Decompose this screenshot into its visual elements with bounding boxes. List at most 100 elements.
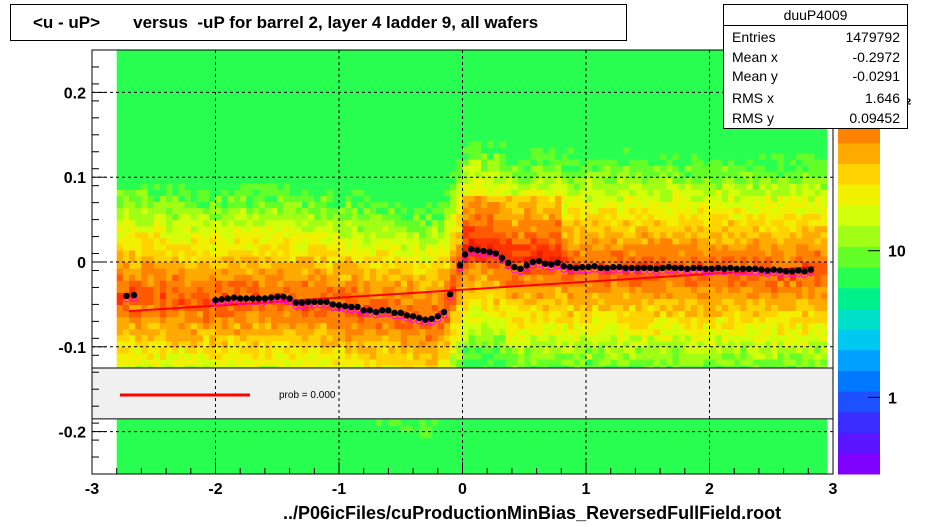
heatmap-cell (468, 249, 476, 257)
heatmap-cell (234, 322, 241, 330)
heatmap-cell (413, 183, 420, 190)
heatmap-cell (215, 146, 223, 154)
heatmap-cell (481, 165, 488, 172)
heatmap-cell (511, 225, 519, 233)
heatmap-cell (351, 122, 359, 130)
heatmap-cell (419, 249, 427, 257)
heatmap-cell (419, 431, 427, 439)
heatmap-cell (363, 437, 371, 445)
heatmap-cell (326, 213, 334, 221)
heatmap-cell (425, 189, 433, 196)
heatmap-cell (505, 207, 513, 215)
heatmap-cell (351, 425, 359, 433)
heatmap-cell (376, 231, 383, 239)
heatmap-cell (419, 98, 427, 106)
heatmap-cell (481, 449, 488, 457)
heatmap-cell (264, 316, 272, 324)
heatmap-cell (351, 110, 359, 118)
heatmap-cell (567, 443, 575, 451)
heatmap-cell (481, 237, 488, 245)
heatmap-cell (524, 122, 532, 130)
heatmap-cell (406, 207, 414, 215)
heatmap-cell (345, 243, 352, 251)
heatmap-cell (382, 461, 389, 469)
heatmap-cell (178, 455, 186, 463)
heatmap-cell (363, 316, 371, 324)
heatmap-cell (382, 146, 389, 154)
heatmap-cell (209, 268, 217, 275)
heatmap-cell (382, 201, 389, 209)
heatmap-cell (598, 304, 606, 312)
heatmap-cell (159, 322, 167, 330)
heatmap-cell (536, 419, 544, 427)
heatmap-cell (271, 128, 278, 136)
heatmap-cell (536, 443, 544, 451)
heatmap-cell (413, 274, 420, 281)
heatmap-cell (203, 189, 210, 196)
heatmap-cell (147, 98, 155, 106)
heatmap-cell (518, 140, 525, 148)
heatmap-cell (357, 177, 365, 184)
heatmap-cell (184, 262, 192, 269)
heatmap-cell (357, 128, 365, 136)
heatmap-cell (394, 98, 402, 106)
heatmap-cell (240, 304, 247, 312)
heatmap-cell (129, 62, 136, 69)
heatmap-cell (493, 86, 501, 93)
heatmap-cell (122, 50, 130, 57)
heatmap-cell (308, 419, 315, 427)
heatmap-cell (357, 171, 365, 178)
heatmap-cell (320, 316, 328, 324)
heatmap-cell (536, 207, 544, 215)
heatmap-cell (227, 443, 235, 451)
heatmap-cell (382, 62, 389, 69)
heatmap-cell (450, 152, 457, 160)
heatmap-cell (561, 231, 569, 239)
heatmap-cell (122, 134, 130, 142)
heatmap-cell (437, 334, 445, 342)
heatmap-cell (271, 455, 278, 463)
heatmap-cell (376, 437, 383, 445)
heatmap-cell (289, 62, 297, 69)
heatmap-cell (190, 122, 198, 130)
heatmap-cell (153, 243, 161, 251)
heatmap-cell (443, 104, 451, 112)
heatmap-cell (598, 231, 606, 239)
heatmap-cell (462, 56, 470, 63)
heatmap-cell (598, 274, 606, 281)
heatmap-cell (172, 134, 180, 142)
heatmap-cell (406, 322, 414, 330)
heatmap-cell (425, 310, 433, 318)
heatmap-cell (147, 268, 155, 275)
heatmap-cell (153, 171, 161, 178)
heatmap-cell (289, 50, 297, 57)
heatmap-cell (567, 213, 575, 221)
heatmap-cell (548, 340, 556, 348)
heatmap-cell (264, 352, 272, 360)
heatmap-cell (579, 425, 587, 433)
heatmap-cell (456, 146, 464, 154)
heatmap-cell (382, 50, 389, 57)
heatmap-cell (196, 425, 204, 433)
heatmap-cell (234, 316, 241, 324)
heatmap-cell (227, 146, 235, 154)
heatmap-cell (505, 128, 513, 136)
heatmap-cell (530, 207, 538, 215)
heatmap-cell (314, 189, 322, 196)
heatmap-cell (351, 207, 359, 215)
heatmap-cell (215, 225, 223, 233)
heatmap-cell (240, 352, 247, 360)
heatmap-cell (215, 328, 223, 336)
heatmap-cell (542, 189, 550, 196)
heatmap-cell (530, 437, 538, 445)
heatmap-cell (184, 122, 192, 130)
heatmap-cell (604, 304, 612, 312)
heatmap-cell (129, 177, 136, 184)
heatmap-cell (147, 225, 155, 233)
heatmap-cell (135, 280, 142, 287)
heatmap-cell (493, 56, 501, 63)
heatmap-cell (178, 201, 186, 209)
heatmap-cell (462, 328, 470, 336)
heatmap-cell (351, 92, 359, 100)
heatmap-cell (481, 189, 488, 196)
